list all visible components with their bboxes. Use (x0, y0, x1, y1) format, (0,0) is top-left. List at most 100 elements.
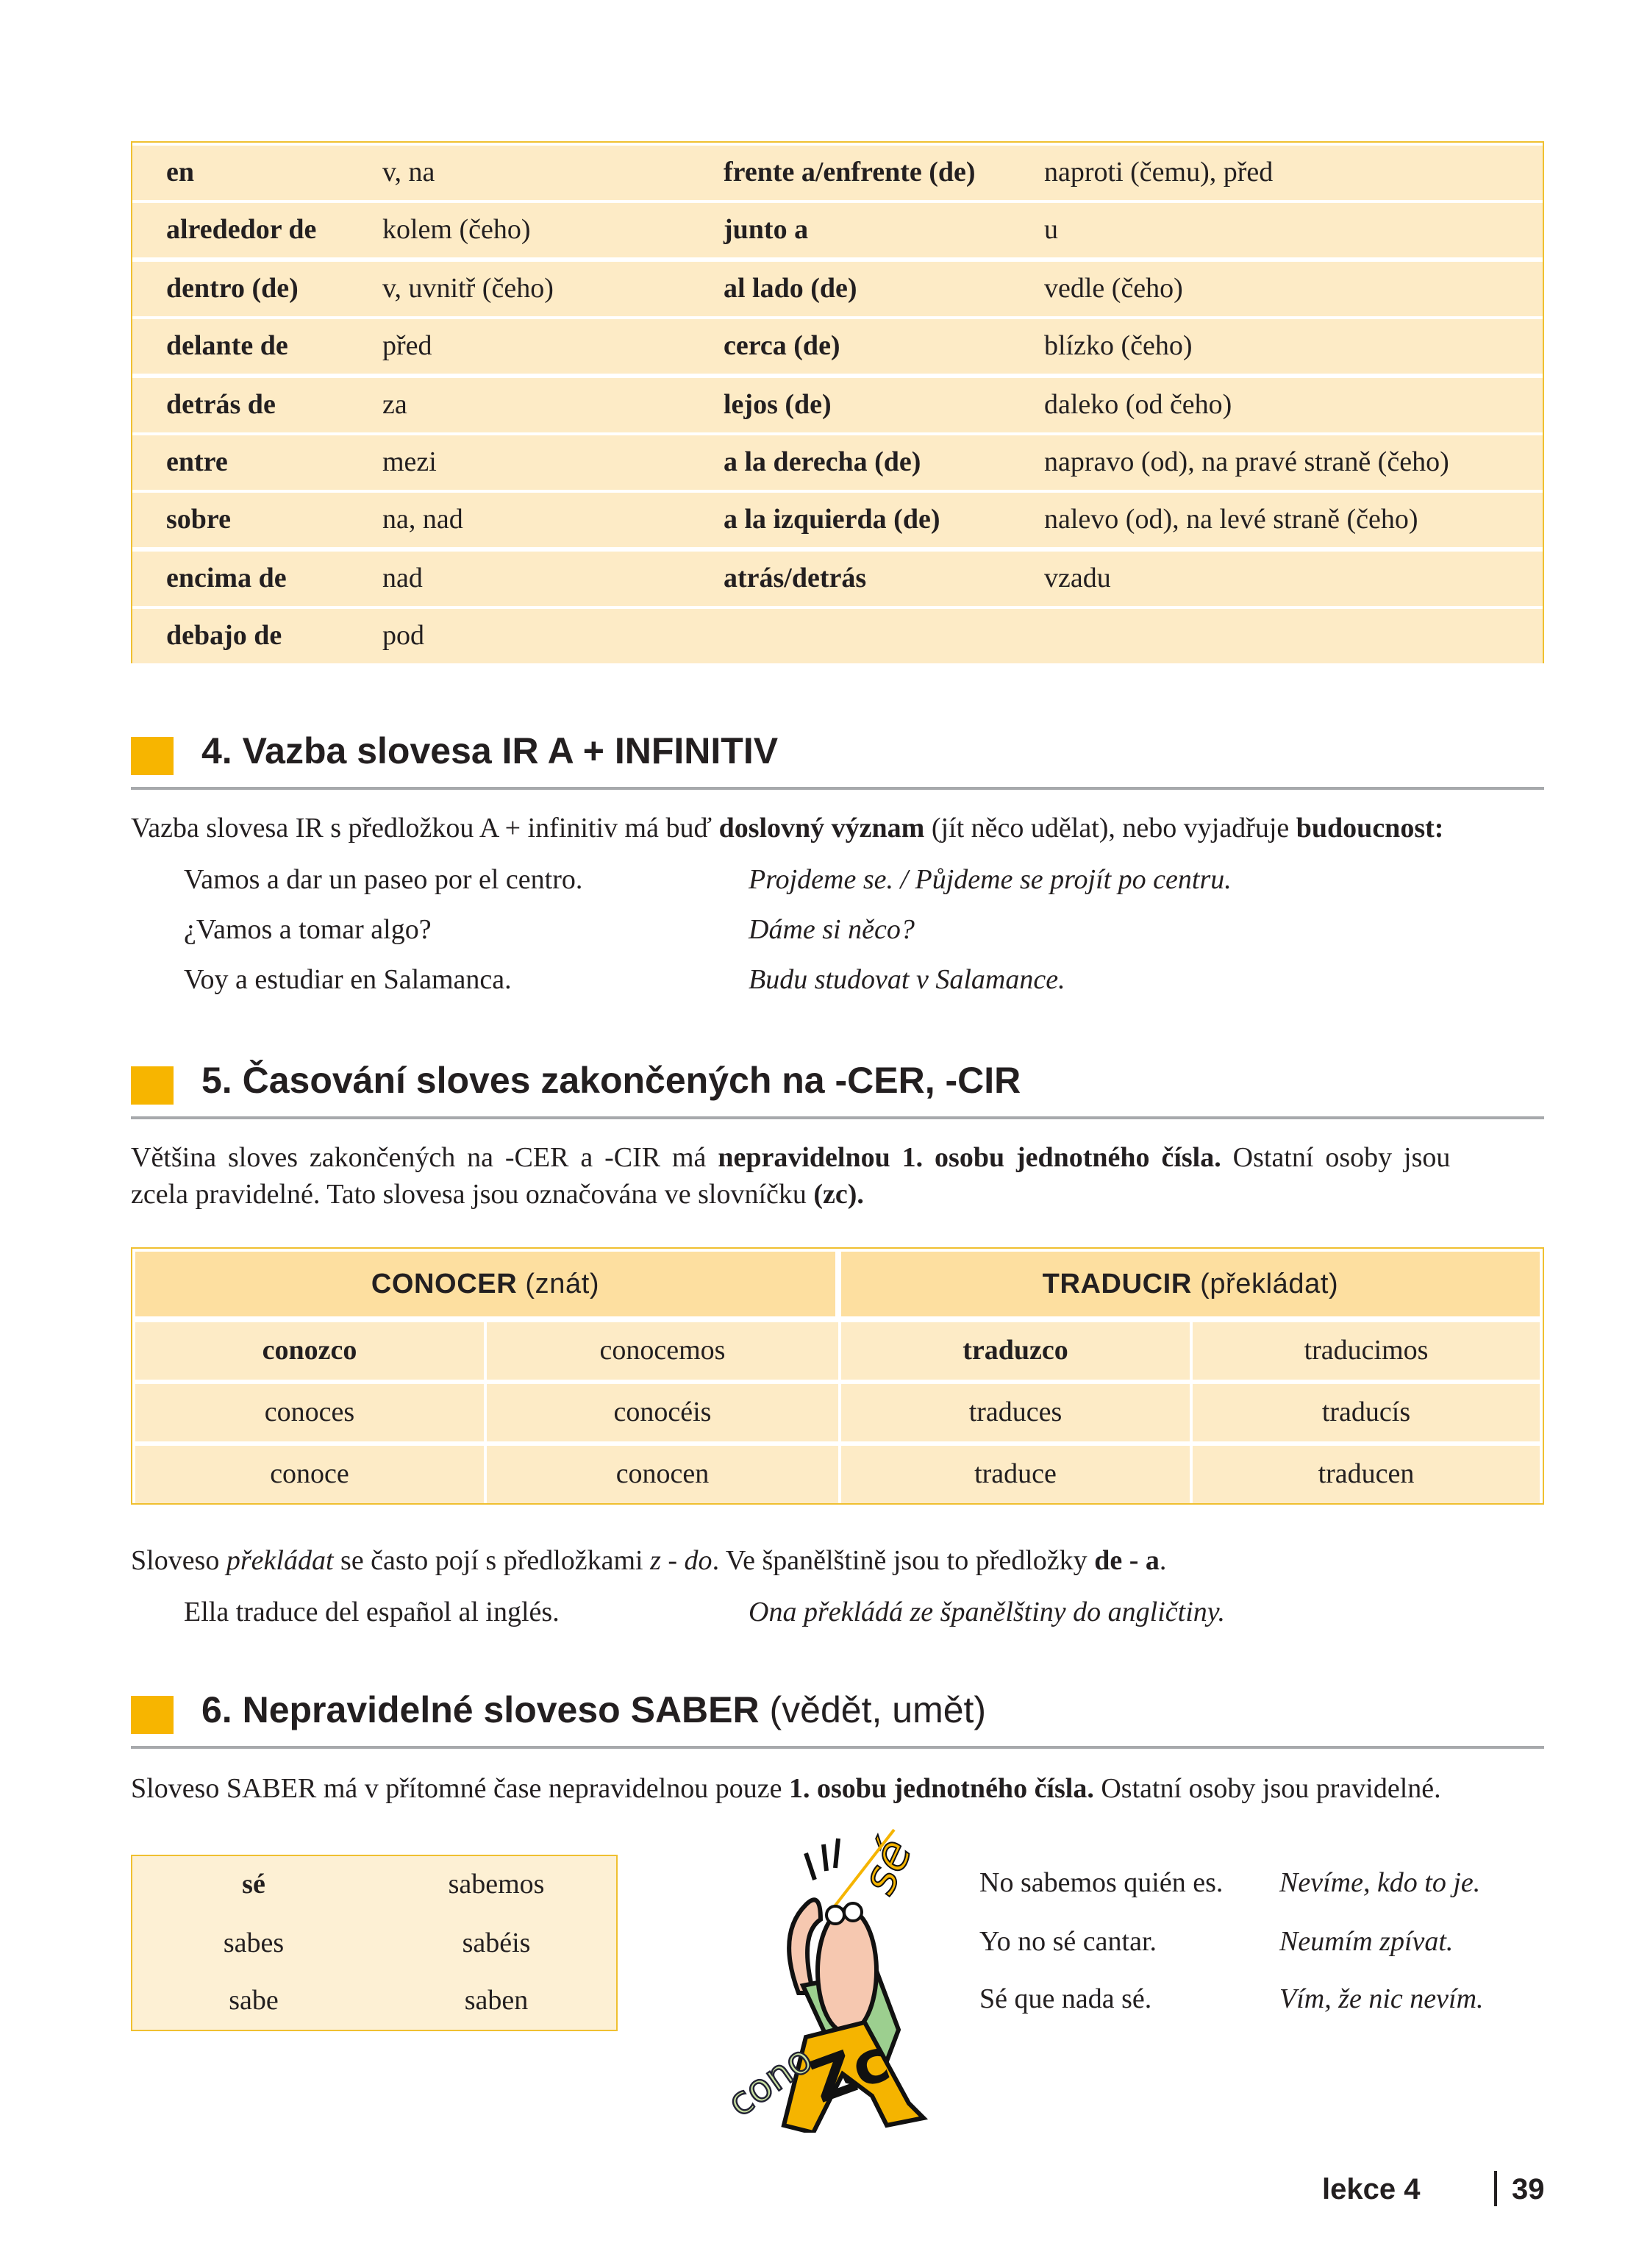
spanish-term: entre (166, 447, 228, 478)
table-row: detrás de za lejos (de) daleko (od čeho) (132, 377, 1543, 432)
example-czech: Ona překládá ze španělštiny do angličtin… (749, 1597, 1226, 1628)
section-5-intro-line2: zcela pravidelné. Tato slovesa jsou ozna… (131, 1180, 864, 1212)
czech-translation: za (382, 389, 407, 421)
illustration-se-text: sé (851, 1830, 924, 1902)
conjugation-cell: traduzco (841, 1322, 1190, 1380)
text: Sloveso SABER má v přítomné čase nepravi… (131, 1774, 789, 1805)
conjugation-cell: conocen (487, 1446, 838, 1503)
text: . (1159, 1546, 1167, 1577)
text-bold: budoucnost: (1296, 813, 1444, 844)
spanish-term: al lado (de) (724, 273, 857, 304)
verb-form: conocéis (613, 1397, 712, 1428)
example-spanish: ¿Vamos a tomar algo? (184, 915, 432, 946)
example-czech: Vím, že nic nevím. (1279, 1984, 1484, 2015)
text: Sloveso (131, 1546, 226, 1577)
table-row: entre mezi a la derecha (de) napravo (od), … (132, 435, 1543, 490)
meaning: (znát) (517, 1269, 600, 1300)
czech-translation: daleko (od čeho) (1044, 389, 1232, 421)
spanish-term: lejos (de) (724, 389, 832, 421)
example-czech: Neumím zpívat. (1279, 1926, 1454, 1957)
section-marker-icon (131, 1696, 174, 1734)
verb-form: conocen (615, 1459, 710, 1490)
text: (jít něco udělat), nebo vyjadřuje (924, 813, 1296, 844)
czech-translation: nalevo (od), na levé straně (čeho) (1044, 504, 1418, 536)
spanish-term: debajo de (166, 621, 282, 652)
verb-form: traduce (974, 1459, 1057, 1490)
section-4-intro: Vazba slovesa IR s předložkou A + infini… (131, 813, 1443, 846)
czech-translation: pod (382, 621, 424, 652)
meaning: (překládat) (1191, 1269, 1339, 1300)
example-czech: Budu studovat v Salamance. (749, 965, 1065, 996)
czech-translation: napravo (od), na pravé straně (čeho) (1044, 447, 1449, 478)
footer-divider (1494, 2171, 1497, 2206)
text-italic: překládat (226, 1546, 334, 1577)
verb-form: sabes (223, 1928, 285, 1958)
czech-translation: v, na (382, 157, 435, 188)
conjugation-cell: conoce (135, 1446, 484, 1503)
verb-form: traduces (968, 1397, 1062, 1428)
conjugation-cell: traducís (1193, 1384, 1540, 1441)
table-row: sobre na, nad a la izquierda (de) nalevo (o… (132, 493, 1543, 548)
table-row: alrededor de kolem (čeho) junto a u (132, 203, 1543, 258)
verb-form: traducimos (1304, 1336, 1429, 1366)
text: zcela pravidelné. Tato slovesa jsou ozna… (131, 1180, 814, 1210)
text: Ostatní osoby jsou pravidelné. (1093, 1774, 1441, 1805)
text-bold: de - a (1094, 1546, 1160, 1577)
conjugation-cell: traducimos (1193, 1322, 1540, 1380)
czech-translation: u (1044, 215, 1058, 246)
table-row: delante de před cerca (de) blízko (čeho) (132, 319, 1543, 374)
verb-form: conocemos (599, 1336, 726, 1366)
conjugation-cell: conoces (135, 1384, 484, 1441)
table-row: encima de nad atrás/detrás vzadu (132, 551, 1543, 606)
czech-translation: blízko (čeho) (1044, 331, 1193, 363)
spanish-term: junto a (724, 215, 809, 246)
czech-translation: naproti (čemu), před (1044, 157, 1274, 188)
text-italic: z - do (650, 1546, 712, 1577)
text: Většina sloves zakončených na -CER a -CI… (131, 1143, 718, 1174)
spanish-term: frente a/enfrente (de) (724, 157, 976, 188)
verb-form: sabéis (462, 1928, 531, 1958)
section-5-heading: 5. Časování sloves zakončených na -CER, … (131, 1060, 1544, 1119)
header-conocer: CONOCER (znát) (135, 1252, 835, 1316)
section-title: 5. Časování sloves zakončených na -CER, … (201, 1060, 1021, 1102)
example-spanish: Vamos a dar un paseo por el centro. (184, 865, 583, 896)
verb-form: conozco (262, 1336, 357, 1366)
czech-translation: vedle (čeho) (1044, 273, 1183, 304)
spanish-term: a la derecha (de) (724, 447, 921, 478)
verb: CONOCER (371, 1269, 518, 1300)
saber-conjugation-table: sé sabemos sabes sabéis sabe saben (131, 1855, 618, 2031)
czech-translation: nad (382, 563, 423, 594)
table-row: debajo de pod (132, 609, 1543, 664)
section-5-intro-line1: Většina sloves zakončených na -CER a -CI… (131, 1143, 1450, 1175)
example-czech: Nevíme, kdo to je. (1279, 1868, 1481, 1899)
spanish-term: detrás de (166, 389, 276, 421)
example-czech: Projdeme se. / Půjdeme se projít po cent… (749, 865, 1232, 896)
example-spanish: Voy a estudiar en Salamanca. (184, 965, 512, 996)
conjugation-cell: traducen (1193, 1446, 1540, 1503)
text-bold: 1. osobu jednotného čísla. (788, 1774, 1094, 1805)
verb-form: saben (464, 1986, 529, 2016)
spanish-term: delante de (166, 331, 288, 363)
verb-form: traduzco (963, 1336, 1068, 1366)
text-bold: doslovný význam (718, 813, 925, 844)
spanish-term: sobre (166, 504, 231, 536)
text: Ostatní osoby jsou (1221, 1143, 1451, 1174)
example-spanish: Sé que nada sé. (979, 1984, 1152, 2015)
conjugation-cell: conocéis (487, 1384, 838, 1441)
table-row: dentro (de) v, uvnitř (čeho) al lado (de) v… (132, 261, 1543, 316)
czech-translation: před (382, 331, 432, 363)
section-title: 6. Nepravidelné sloveso SABER (vědět, um… (201, 1690, 986, 1733)
text: . Ve španělštině jsou to předložky (712, 1546, 1095, 1577)
czech-translation: kolem (čeho) (382, 215, 531, 246)
czech-translation: vzadu (1044, 563, 1111, 594)
czech-translation: v, uvnitř (čeho) (382, 273, 554, 304)
spanish-term: dentro (de) (166, 273, 299, 304)
cartoon-thinking-man-illustration: sé cono Zc (719, 1828, 929, 2133)
section-marker-icon (131, 1066, 174, 1105)
czech-translation: mezi (382, 447, 437, 478)
section-6-heading: 6. Nepravidelné sloveso SABER (vědět, um… (131, 1690, 1544, 1749)
page-number: 39 (1512, 2174, 1545, 2206)
conjugation-cell: traduces (841, 1384, 1190, 1441)
verb-form: conoces (264, 1397, 355, 1428)
